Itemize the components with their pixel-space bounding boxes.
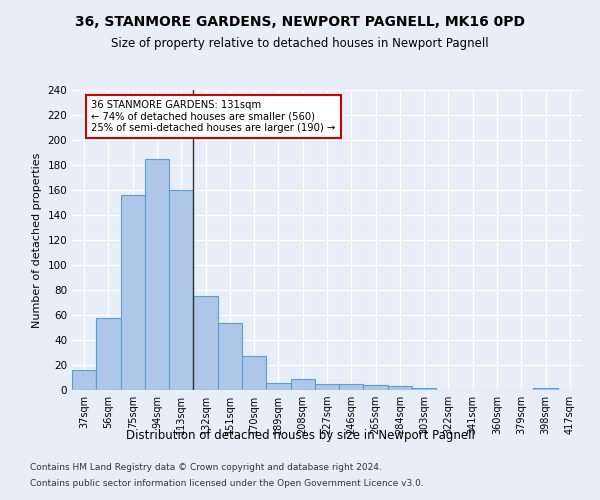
- Text: Distribution of detached houses by size in Newport Pagnell: Distribution of detached houses by size …: [125, 428, 475, 442]
- Bar: [169, 190, 193, 390]
- Bar: [412, 388, 436, 390]
- Bar: [315, 384, 339, 390]
- Bar: [339, 384, 364, 390]
- Bar: [364, 385, 388, 390]
- Bar: [96, 318, 121, 390]
- Bar: [72, 370, 96, 390]
- Y-axis label: Number of detached properties: Number of detached properties: [32, 152, 42, 328]
- Bar: [218, 322, 242, 390]
- Bar: [145, 159, 169, 390]
- Bar: [533, 388, 558, 390]
- Text: 36, STANMORE GARDENS, NEWPORT PAGNELL, MK16 0PD: 36, STANMORE GARDENS, NEWPORT PAGNELL, M…: [75, 15, 525, 29]
- Bar: [121, 195, 145, 390]
- Bar: [193, 296, 218, 390]
- Bar: [290, 379, 315, 390]
- Text: 36 STANMORE GARDENS: 131sqm
← 74% of detached houses are smaller (560)
25% of se: 36 STANMORE GARDENS: 131sqm ← 74% of det…: [91, 100, 335, 133]
- Bar: [388, 386, 412, 390]
- Text: Contains HM Land Registry data © Crown copyright and database right 2024.: Contains HM Land Registry data © Crown c…: [30, 464, 382, 472]
- Bar: [266, 382, 290, 390]
- Text: Contains public sector information licensed under the Open Government Licence v3: Contains public sector information licen…: [30, 478, 424, 488]
- Text: Size of property relative to detached houses in Newport Pagnell: Size of property relative to detached ho…: [111, 38, 489, 51]
- Bar: [242, 356, 266, 390]
